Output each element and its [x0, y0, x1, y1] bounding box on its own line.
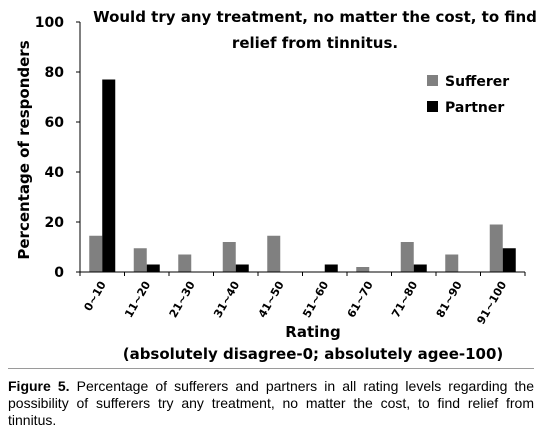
chart-title-line-2: relief from tinnitus.: [232, 34, 398, 52]
bar-partner: [413, 264, 427, 272]
y-tick-label: 80: [45, 65, 65, 81]
x-axis-note: (absolutely disagree-0; absolutely agee-…: [123, 345, 504, 363]
bar-sufferer: [445, 254, 459, 272]
x-tick-label: 71~80: [389, 279, 420, 320]
legend-label-partner: Partner: [445, 100, 504, 116]
x-axis-label: Rating: [285, 323, 340, 341]
bar-sufferer: [89, 235, 103, 272]
bar-sufferer: [267, 235, 281, 272]
legend-swatch-sufferer: [427, 75, 438, 86]
bar-partner: [102, 79, 116, 272]
x-tick-label: 51~60: [300, 279, 331, 320]
x-tick-label: 0~10: [81, 279, 109, 314]
x-tick-label: 31~40: [211, 279, 242, 320]
bar-partner: [324, 264, 338, 272]
y-tick-label: 100: [35, 15, 64, 31]
x-tick-label: 81~90: [434, 279, 465, 320]
x-tick-label: 21~30: [167, 279, 198, 320]
x-tick-label: 41~50: [256, 279, 287, 320]
x-tick-label: 91~100: [474, 279, 509, 327]
bar-sufferer: [133, 248, 147, 272]
y-tick-label: 40: [45, 165, 65, 181]
bar-sufferer: [222, 242, 236, 272]
legend-label-sufferer: Sufferer: [445, 74, 509, 90]
legend: Sufferer Partner: [427, 74, 509, 116]
bar-partner: [235, 264, 249, 272]
bar-sufferer: [178, 254, 192, 272]
bar-sufferer: [489, 224, 503, 272]
figure-caption: Figure 5. Percentage of sufferers and pa…: [8, 378, 534, 429]
legend-swatch-partner: [427, 101, 438, 112]
bar-sufferer: [400, 242, 414, 272]
chart-title-line-1: Would try any treatment, no matter the c…: [93, 8, 537, 26]
y-axis-label: Percentage of responders: [15, 40, 33, 259]
y-tick-label: 60: [45, 115, 65, 131]
chart: Would try any treatment, no matter the c…: [15, 8, 537, 363]
bar-partner: [502, 248, 516, 272]
bar-sufferer: [356, 267, 370, 272]
caption-label: Figure 5.: [8, 378, 70, 394]
caption-text: Percentage of sufferers and partners in …: [8, 378, 535, 428]
y-tick-label: 0: [54, 265, 64, 281]
x-tick-label: 11~20: [122, 279, 153, 320]
caption-divider: [8, 368, 534, 369]
x-tick-label: 61~70: [345, 279, 376, 320]
y-tick-label: 20: [45, 215, 65, 231]
bar-partner: [146, 264, 160, 272]
